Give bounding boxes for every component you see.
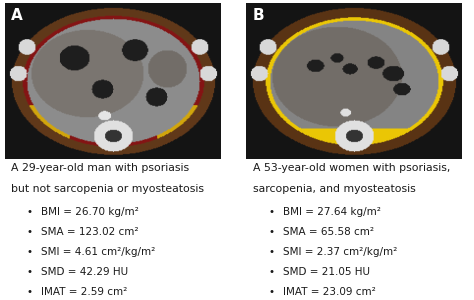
Text: BMI = 27.64 kg/m²: BMI = 27.64 kg/m² bbox=[283, 207, 381, 217]
Text: SMD = 42.29 HU: SMD = 42.29 HU bbox=[41, 267, 128, 277]
Text: sarcopenia, and myosteatosis: sarcopenia, and myosteatosis bbox=[253, 184, 416, 194]
Text: •: • bbox=[27, 207, 32, 217]
Text: SMI = 4.61 cm²/kg/m²: SMI = 4.61 cm²/kg/m² bbox=[41, 247, 155, 257]
Text: SMI = 2.37 cm²/kg/m²: SMI = 2.37 cm²/kg/m² bbox=[283, 247, 397, 257]
Text: •: • bbox=[27, 227, 32, 237]
Text: SMA = 65.58 cm²: SMA = 65.58 cm² bbox=[283, 227, 374, 237]
Text: B: B bbox=[253, 8, 264, 23]
Text: IMAT = 23.09 cm²: IMAT = 23.09 cm² bbox=[283, 287, 376, 297]
Text: A 53-year-old women with psoriasis,: A 53-year-old women with psoriasis, bbox=[253, 163, 450, 173]
Text: A: A bbox=[11, 8, 23, 23]
Text: A 29-year-old man with psoriasis: A 29-year-old man with psoriasis bbox=[11, 163, 189, 173]
Text: SMD = 21.05 HU: SMD = 21.05 HU bbox=[283, 267, 370, 277]
Text: •: • bbox=[268, 267, 274, 277]
Text: IMAT = 2.59 cm²: IMAT = 2.59 cm² bbox=[41, 287, 128, 297]
Text: SMA = 123.02 cm²: SMA = 123.02 cm² bbox=[41, 227, 139, 237]
Text: •: • bbox=[27, 287, 32, 297]
Text: •: • bbox=[27, 267, 32, 277]
Text: •: • bbox=[27, 247, 32, 257]
Text: •: • bbox=[268, 227, 274, 237]
Text: but not sarcopenia or myosteatosis: but not sarcopenia or myosteatosis bbox=[11, 184, 204, 194]
Text: •: • bbox=[268, 287, 274, 297]
Text: •: • bbox=[268, 207, 274, 217]
Text: •: • bbox=[268, 247, 274, 257]
Text: BMI = 26.70 kg/m²: BMI = 26.70 kg/m² bbox=[41, 207, 139, 217]
